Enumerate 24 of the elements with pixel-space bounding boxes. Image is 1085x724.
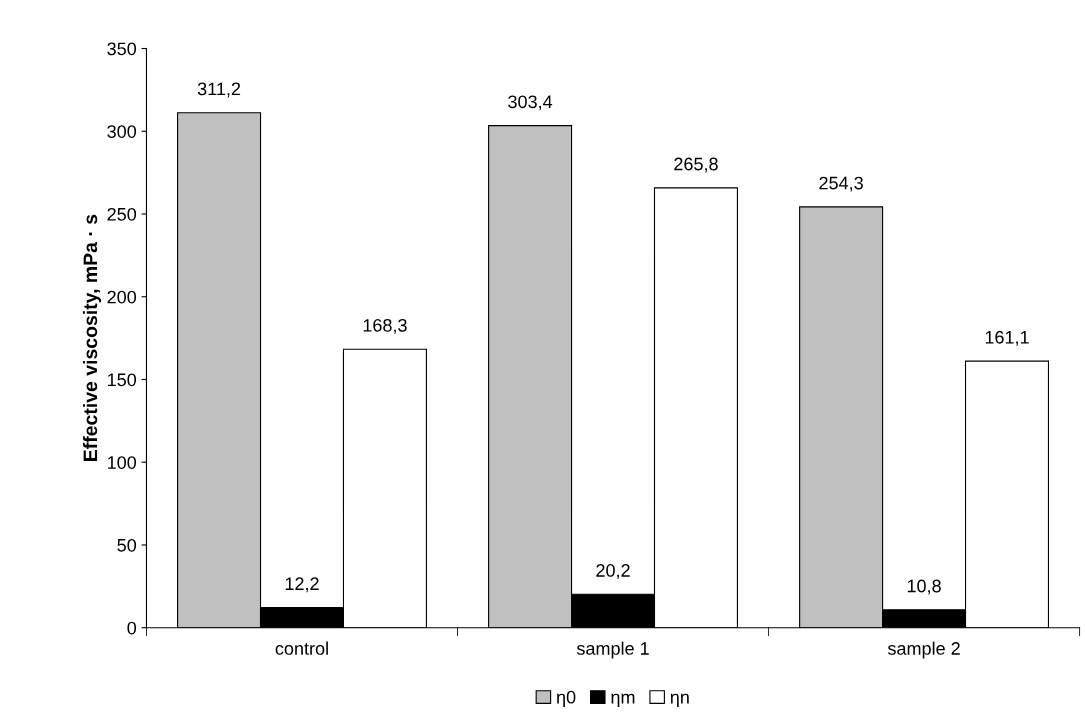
legend-label: ηn <box>670 693 689 708</box>
data-label: 12,2 <box>285 577 319 593</box>
y-tick-label: 0 <box>127 621 137 635</box>
data-label: 161,1 <box>985 330 1029 346</box>
data-label: 10,8 <box>907 579 941 595</box>
data-label: 311,2 <box>197 82 241 98</box>
y-tick-label: 350 <box>107 42 137 56</box>
y-tick-label: 300 <box>107 125 137 138</box>
data-label: 168,3 <box>363 318 407 334</box>
y-tick-label: 100 <box>108 456 137 469</box>
x-tick-label: control <box>275 641 328 655</box>
data-label: 254,3 <box>819 176 863 192</box>
y-tick-label: 250 <box>107 207 137 221</box>
legend-label: ηm <box>611 693 635 708</box>
y-axis-title: Effective viscosity, mPa · s <box>82 214 102 461</box>
data-label: 303,4 <box>508 95 553 111</box>
y-tick-label: 150 <box>108 373 137 387</box>
y-tick-label: 50 <box>117 538 137 552</box>
legend-label: η0 <box>556 690 576 708</box>
x-tick-label: sample 2 <box>887 641 960 659</box>
data-label: 20,2 <box>596 564 630 579</box>
x-tick-label: sample 1 <box>576 641 649 659</box>
data-label: 265,8 <box>674 157 718 173</box>
y-tick-label: 200 <box>107 290 137 304</box>
